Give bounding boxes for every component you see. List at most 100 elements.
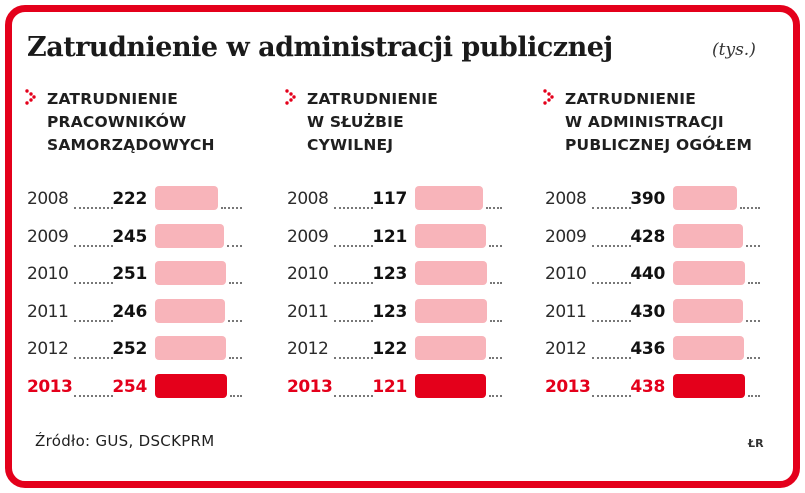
panel-heading: ZATRUDNIENIE W ADMINISTRACJI PUBLICZNEJ …: [565, 90, 753, 154]
leader-dots: [592, 357, 631, 359]
leader-dots: [334, 357, 373, 359]
value-label: 430: [630, 301, 665, 322]
bar-2008: [155, 186, 218, 210]
bar-2013: [673, 373, 745, 398]
chart-row-2013: 2013 121: [287, 373, 527, 404]
year-label: 2013: [545, 376, 591, 397]
year-label: 2009: [27, 226, 69, 247]
leader-dots: [229, 282, 242, 284]
year-label: 2009: [287, 226, 329, 247]
value-label: 121: [372, 376, 407, 397]
red-dotted-chevron-icon: [543, 89, 554, 105]
bar-2011: [673, 298, 743, 323]
leader-dots: [227, 244, 242, 247]
value-label: 222: [112, 189, 147, 209]
value-label: 123: [372, 301, 407, 322]
bar-2009: [673, 223, 743, 248]
year-label: 2013: [27, 376, 73, 397]
chart-row-2010: 2010 251: [27, 261, 267, 291]
chart-row-2012: 2012 122: [287, 336, 527, 366]
chart-row-2012: 2012 252: [27, 336, 267, 366]
value-label: 245: [112, 226, 147, 247]
leader-dots: [746, 319, 760, 322]
leader-dots: [334, 244, 373, 247]
value-label: 121: [372, 226, 407, 247]
leader-dots: [229, 357, 242, 359]
bar-2009: [415, 223, 486, 248]
leader-dots: [74, 244, 113, 247]
year-label: 2008: [27, 189, 69, 209]
leader-dots: [490, 282, 502, 284]
value-label: 246: [112, 301, 147, 322]
chart-row-2012: 2012 436: [545, 336, 785, 366]
bar-2012: [155, 336, 226, 360]
year-label: 2010: [545, 264, 587, 284]
bar-2008: [673, 186, 737, 210]
leader-dots: [592, 207, 631, 209]
leader-dots: [592, 319, 631, 322]
value-label: 254: [112, 376, 147, 397]
leader-dots: [740, 207, 760, 209]
panel-sluzba-cywilna: ZATRUDNIENIE W SŁUŻBIE CYWILNEJ 2008 117 20…: [285, 88, 527, 418]
bar-2013: [155, 373, 227, 398]
leader-dots: [486, 207, 502, 209]
unit-label: (tys.): [712, 40, 756, 60]
year-label: 2011: [287, 301, 329, 322]
year-label: 2008: [287, 189, 329, 209]
leader-dots: [74, 394, 113, 397]
leader-dots: [489, 244, 502, 247]
leader-dots: [747, 357, 760, 359]
leader-dots: [334, 394, 373, 397]
value-label: 251: [112, 264, 147, 284]
bar-2012: [673, 336, 744, 360]
chart-row-2011: 2011 246: [27, 298, 267, 329]
leader-dots: [592, 244, 631, 247]
leader-dots: [489, 394, 502, 397]
bar-2011: [415, 298, 487, 323]
chart-row-2008: 2008 390: [545, 186, 785, 216]
chart-frame: [5, 5, 800, 488]
chart-row-2013: 2013 438: [545, 373, 785, 404]
leader-dots: [746, 244, 760, 247]
value-label: 438: [630, 376, 665, 397]
panel-heading: ZATRUDNIENIE W SŁUŻBIE CYWILNEJ: [307, 90, 439, 154]
year-label: 2012: [27, 339, 69, 359]
value-label: 122: [372, 339, 407, 359]
chart-row-2011: 2011 123: [287, 298, 527, 329]
chart-row-2009: 2009 428: [545, 223, 785, 254]
leader-dots: [334, 282, 373, 284]
chart-row-2013: 2013 254: [27, 373, 267, 404]
leader-dots: [748, 394, 760, 397]
value-label: 252: [112, 339, 147, 359]
year-label: 2012: [287, 339, 329, 359]
leader-dots: [592, 282, 631, 284]
panel-administracja-ogolem: ZATRUDNIENIE W ADMINISTRACJI PUBLICZNEJ …: [543, 88, 785, 418]
bar-2010: [415, 261, 487, 285]
bar-2011: [155, 298, 225, 323]
value-label: 428: [630, 226, 665, 247]
year-label: 2012: [545, 339, 587, 359]
chart-title: Zatrudnienie w administracji publicznej: [27, 32, 613, 63]
year-label: 2011: [27, 301, 69, 322]
leader-dots: [334, 207, 373, 209]
bar-2012: [415, 336, 486, 360]
publisher-logo: ŁR: [748, 437, 764, 450]
leader-dots: [74, 319, 113, 322]
leader-dots: [334, 319, 373, 322]
year-label: 2010: [27, 264, 69, 284]
red-dotted-chevron-icon: [25, 89, 36, 105]
chart-row-2009: 2009 121: [287, 223, 527, 254]
value-label: 117: [372, 189, 407, 209]
red-dotted-chevron-icon: [285, 89, 296, 105]
leader-dots: [592, 394, 631, 397]
leader-dots: [228, 319, 242, 322]
chart-row-2010: 2010 123: [287, 261, 527, 291]
leader-dots: [490, 319, 502, 322]
leader-dots: [74, 282, 113, 284]
value-label: 436: [630, 339, 665, 359]
bar-2009: [155, 223, 224, 248]
chart-row-2008: 2008 222: [27, 186, 267, 216]
value-label: 123: [372, 264, 407, 284]
chart-row-2010: 2010 440: [545, 261, 785, 291]
year-label: 2009: [545, 226, 587, 247]
